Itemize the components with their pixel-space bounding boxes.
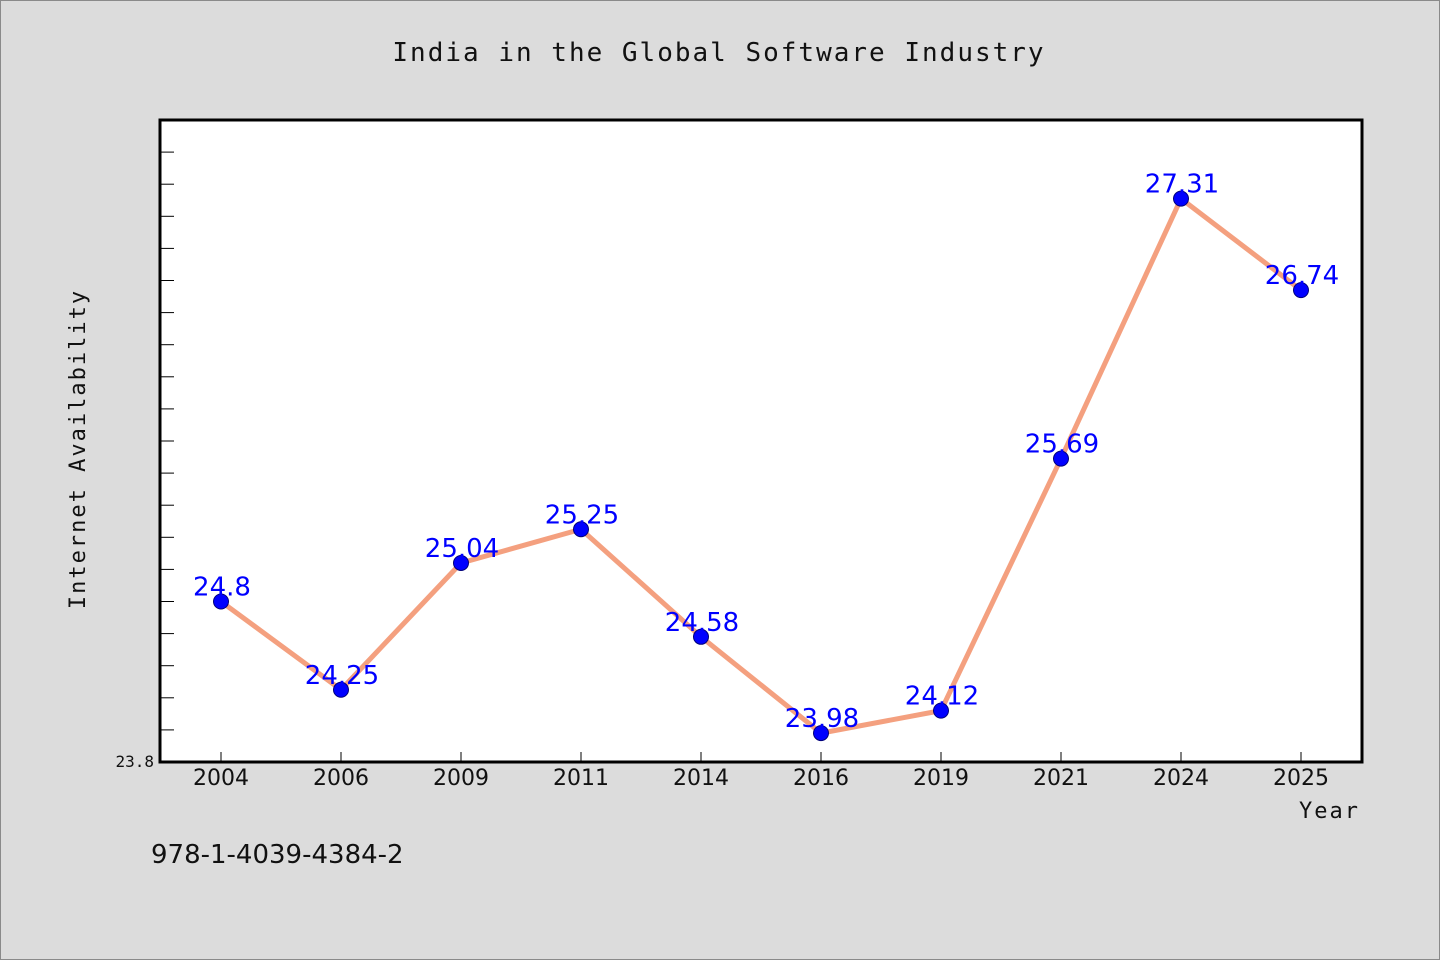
data-point (1173, 190, 1189, 207)
data-point (1293, 282, 1309, 299)
x-tick-label: 2014 (673, 766, 729, 791)
data-point (573, 521, 589, 538)
data-point (693, 628, 709, 645)
data-point (213, 593, 229, 610)
data-point (1053, 450, 1069, 467)
x-tick-label: 2019 (913, 766, 969, 791)
data-label: 24.25 (305, 661, 379, 691)
data-label: 24.8 (193, 573, 251, 603)
x-axis-ticks (220, 752, 1302, 762)
data-label: 23.98 (785, 704, 859, 734)
chart-title: India in the Global Software Industry (392, 38, 1045, 68)
x-tick-label: 2011 (553, 766, 609, 791)
x-axis-tick-labels: 2004 2006 2009 2011 2014 2016 2019 2021 2024 2025 (193, 766, 1329, 791)
x-tick-label: 2016 (793, 766, 849, 791)
isbn-text: 978-1-4039-4384-2 (151, 840, 404, 870)
data-label: 25.04 (425, 534, 499, 564)
y-axis-minor-ticks (160, 151, 174, 731)
data-label: 26.74 (1265, 261, 1339, 291)
series-line (218, 196, 1304, 736)
data-point (453, 554, 469, 571)
data-labels: 24.8 24.25 25.04 25.25 24.58 23.98 24.12 25.69 2… (193, 170, 1339, 734)
x-axis-label: Year (1299, 799, 1360, 824)
x-tick-label: 2021 (1033, 766, 1089, 791)
data-points (213, 190, 1309, 742)
x-tick-label: 2024 (1153, 766, 1209, 791)
y-axis-label: Internet Availability (66, 289, 91, 609)
data-point (333, 681, 349, 698)
x-tick-label: 2009 (433, 766, 489, 791)
x-tick-label: 2006 (313, 766, 369, 791)
data-point (933, 702, 949, 719)
x-tick-label: 2004 (193, 766, 249, 791)
data-point (813, 725, 829, 742)
y-axis-min-tick-label: 23.8 (115, 752, 154, 771)
data-label: 24.58 (665, 608, 739, 638)
plot-area (158, 118, 1364, 764)
data-label: 24.12 (905, 682, 979, 712)
data-label: 25.69 (1025, 430, 1099, 460)
x-tick-label: 2025 (1273, 766, 1329, 791)
data-label: 25.25 (545, 500, 619, 530)
data-label: 27.31 (1145, 170, 1219, 200)
